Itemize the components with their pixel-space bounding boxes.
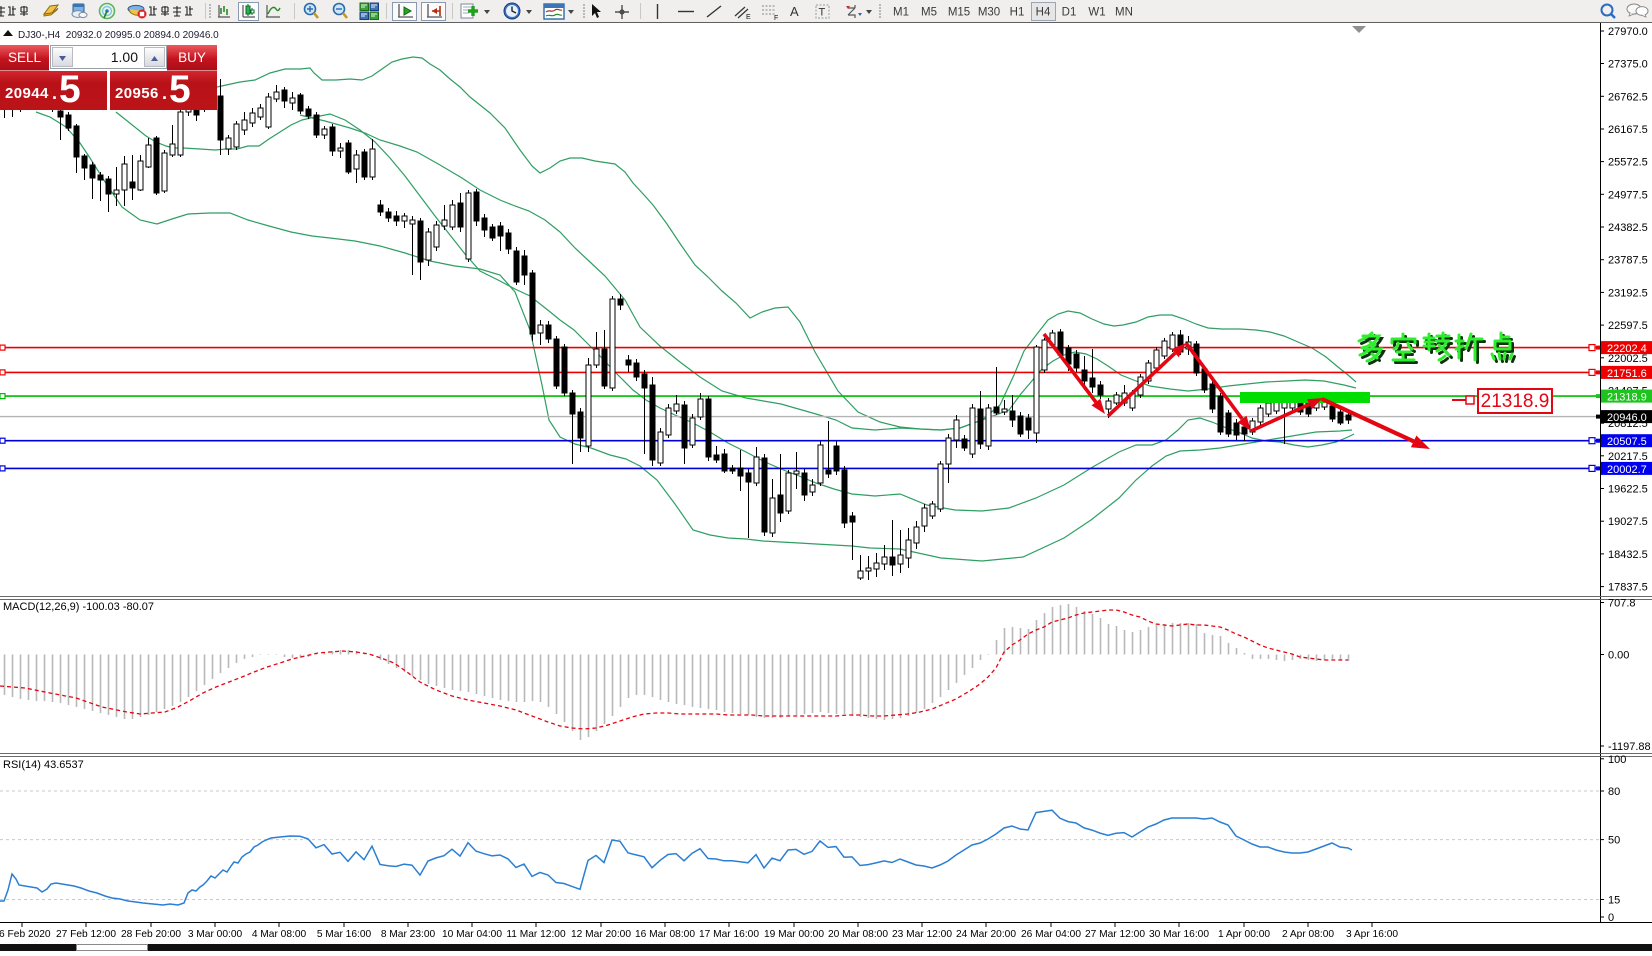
svg-text:15: 15: [1608, 895, 1620, 907]
svg-text:11 Mar 12:00: 11 Mar 12:00: [506, 929, 566, 940]
svg-text:5 Mar 16:00: 5 Mar 16:00: [317, 929, 372, 940]
svg-text:17 Mar 16:00: 17 Mar 16:00: [699, 929, 759, 940]
svg-text:3 Apr 16:00: 3 Apr 16:00: [1346, 929, 1398, 940]
svg-text:MN: MN: [1115, 7, 1133, 19]
svg-text:8 Mar 23:00: 8 Mar 23:00: [381, 929, 436, 940]
svg-text:26 Feb 2020: 26 Feb 2020: [0, 929, 51, 940]
svg-text:T: T: [819, 7, 826, 19]
svg-text:24 Mar 20:00: 24 Mar 20:00: [956, 929, 1016, 940]
svg-text:30 Mar 16:00: 30 Mar 16:00: [1149, 929, 1209, 940]
svg-text:0: 0: [1608, 912, 1614, 924]
svg-text:20946.0: 20946.0: [1607, 412, 1647, 424]
svg-text:707.8: 707.8: [1608, 598, 1636, 610]
svg-text:25572.5: 25572.5: [1608, 157, 1648, 169]
svg-text:E: E: [746, 14, 751, 21]
svg-text:3 Mar 00:00: 3 Mar 00:00: [188, 929, 243, 940]
svg-text:20217.5: 20217.5: [1608, 451, 1648, 463]
svg-text:M1: M1: [893, 7, 909, 19]
svg-text:MACD(12,26,9) -100.03 -80.07: MACD(12,26,9) -100.03 -80.07: [3, 601, 154, 613]
svg-text:M15: M15: [948, 7, 970, 19]
svg-text:80: 80: [1608, 786, 1620, 798]
svg-text:H1: H1: [1010, 7, 1025, 19]
svg-text:27 Mar 12:00: 27 Mar 12:00: [1085, 929, 1145, 940]
svg-text:DJ30-,H4 20932.0 20995.0 2089: DJ30-,H4 20932.0 20995.0 20894.0 20946.0: [18, 30, 219, 41]
svg-text:RSI(14) 43.6537: RSI(14) 43.6537: [3, 759, 84, 771]
svg-text:18432.5: 18432.5: [1608, 549, 1648, 561]
svg-text:0.00: 0.00: [1608, 650, 1629, 662]
svg-text:27 Feb 12:00: 27 Feb 12:00: [56, 929, 116, 940]
svg-text:10 Mar 04:00: 10 Mar 04:00: [442, 929, 502, 940]
svg-text:2 Apr 08:00: 2 Apr 08:00: [1282, 929, 1334, 940]
svg-text:1 Apr 00:00: 1 Apr 00:00: [1218, 929, 1270, 940]
svg-text:26762.5: 26762.5: [1608, 91, 1648, 103]
svg-text:D1: D1: [1062, 7, 1077, 19]
svg-text:19027.5: 19027.5: [1608, 516, 1648, 528]
svg-text:20002.7: 20002.7: [1607, 464, 1647, 476]
svg-text:26 Mar 04:00: 26 Mar 04:00: [1021, 929, 1081, 940]
svg-text:M30: M30: [978, 7, 1000, 19]
svg-text:24382.5: 24382.5: [1608, 222, 1648, 234]
svg-text:27375.0: 27375.0: [1608, 59, 1648, 71]
svg-text:24977.5: 24977.5: [1608, 189, 1648, 201]
svg-text:50: 50: [1608, 835, 1620, 847]
svg-text:-1197.88: -1197.88: [1608, 741, 1651, 753]
svg-text:23787.5: 23787.5: [1608, 255, 1648, 267]
svg-text:4 Mar 08:00: 4 Mar 08:00: [252, 929, 307, 940]
svg-text:22202.4: 22202.4: [1607, 343, 1647, 355]
svg-text:21751.6: 21751.6: [1607, 368, 1647, 380]
svg-text:F: F: [774, 15, 778, 22]
svg-text:21318.9: 21318.9: [1481, 391, 1550, 412]
svg-text:100: 100: [1608, 754, 1626, 766]
svg-text:23192.5: 23192.5: [1608, 287, 1648, 299]
svg-text:16 Mar 08:00: 16 Mar 08:00: [635, 929, 695, 940]
svg-text:27970.0: 27970.0: [1608, 26, 1648, 38]
svg-text:26167.5: 26167.5: [1608, 124, 1648, 136]
svg-text:17837.5: 17837.5: [1608, 582, 1648, 594]
svg-text:H4: H4: [1036, 7, 1051, 19]
svg-text:23 Mar 12:00: 23 Mar 12:00: [892, 929, 952, 940]
svg-text:A: A: [790, 4, 799, 19]
svg-text:28 Feb 20:00: 28 Feb 20:00: [121, 929, 181, 940]
svg-text:21318.9: 21318.9: [1607, 392, 1647, 404]
svg-text:22002.5: 22002.5: [1608, 353, 1648, 365]
svg-text:20507.5: 20507.5: [1607, 436, 1647, 448]
svg-text:20 Mar 08:00: 20 Mar 08:00: [828, 929, 888, 940]
svg-text:19 Mar 00:00: 19 Mar 00:00: [764, 929, 824, 940]
svg-text:22597.5: 22597.5: [1608, 320, 1648, 332]
svg-text:M5: M5: [921, 7, 937, 19]
svg-text:19622.5: 19622.5: [1608, 484, 1648, 496]
svg-text:12 Mar 20:00: 12 Mar 20:00: [571, 929, 631, 940]
svg-text:W1: W1: [1088, 7, 1105, 19]
